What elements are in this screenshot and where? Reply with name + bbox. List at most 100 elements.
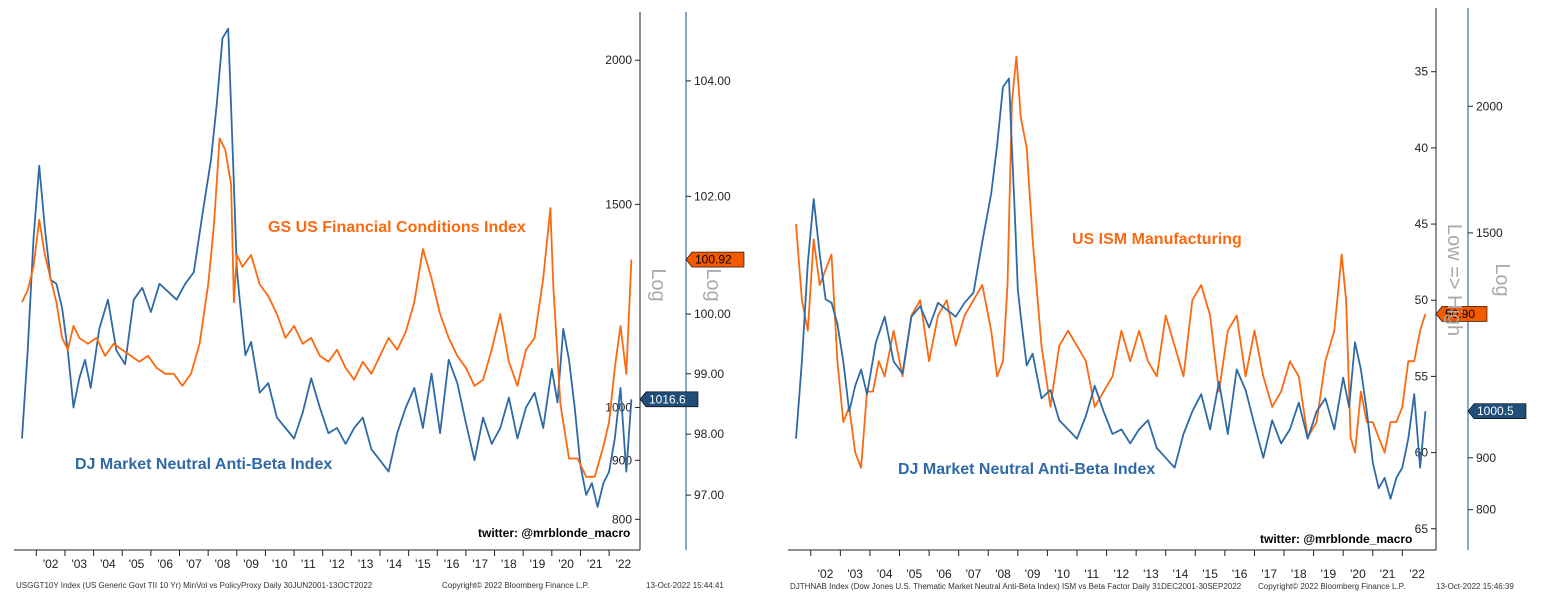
right-chart-panel: '02 '03 '04 '05 '06 '07 '08 '09 '10 '11 '12 '13 '14 '… [788,8,1527,591]
x-tick-label: '08 [995,567,1011,581]
series-line-us-ism-manufacturing [795,55,1427,469]
x-tick-label: '08 [215,557,231,571]
x-tick-label: '06 [157,557,173,571]
x-tick-label: '14 [1173,567,1189,581]
left-annotation-anti-beta: DJ Market Neutral Anti-Beta Index [75,456,332,473]
x-tick-label: '04 [100,557,116,571]
last-value-tag [1435,306,1488,322]
x-tick-label: '07 [966,567,982,581]
x-tick-label: '13 [358,557,374,571]
x-tick-label: '17 [472,557,488,571]
x-tick-label: '18 [1291,567,1307,581]
x-tick-label: '11 [301,557,316,571]
left-footer-source: USGGT10Y Index (US Generic Govt TII 10 Y… [16,581,373,590]
last-value-label: 50.90 [1445,307,1475,321]
x-tick-label: '05 [906,567,922,581]
primary-tick-label: 65 [1415,522,1429,536]
x-tick-label: '16 [444,557,460,571]
secondary-tick-label: 100.00 [694,307,731,321]
right-credit: twitter: @mrblonde_macro [1260,532,1412,546]
right-footer-copyright: Copyright© 2022 Bloomberg Finance L.P. [1258,582,1405,591]
right-secondary-axis-ticks: 2000 1500 900 800 [1468,99,1503,517]
last-value-label: 1000.5 [1477,404,1514,418]
secondary-tick-label: 102.00 [694,189,731,203]
x-tick-label: '20 [1350,567,1366,581]
primary-tick-label: 45 [1415,217,1429,231]
x-tick-label: '19 [1321,567,1337,581]
x-tick-label: '12 [329,557,345,571]
x-tick-label: '10 [272,557,288,571]
x-tick-label: '05 [129,557,145,571]
primary-tick-label: 800 [612,512,632,526]
secondary-tick-label: 97.00 [694,488,724,502]
x-tick-label: '03 [71,557,87,571]
x-tick-label: '22 [1409,567,1425,581]
left-log-label-1: Log [647,268,669,301]
x-tick-label: '15 [1202,567,1218,581]
primary-tick-label: 900 [612,453,632,467]
left-x-ticks: '02 '03 '04 '05 '06 '07 '08 '09 '10 '11 '12 '13 '14 '… [35,550,632,571]
left-last-value-tags: 1016.6 100.92 [639,251,745,408]
right-log-label: Log [1491,263,1513,296]
right-inverted-label: Low => High [1443,224,1465,336]
x-tick-label: '10 [1054,567,1070,581]
last-value-tag [1467,403,1527,420]
right-x-ticks: '02 '03 '04 '05 '06 '07 '08 '09 '10 '11 '12 '13 '14 '… [810,550,1425,581]
right-series-lines [795,55,1427,500]
x-tick-label: '15 [415,557,431,571]
secondary-tick-label: 99.00 [694,367,724,381]
x-tick-label: '14 [386,557,402,571]
last-value-label: 100.92 [695,253,732,267]
x-tick-label: '21 [1380,567,1396,581]
x-tick-label: '03 [847,567,863,581]
x-tick-label: '16 [1232,567,1248,581]
last-value-tag [685,251,745,268]
x-tick-label: '06 [936,567,952,581]
left-footer-timestamp: 13-Oct-2022 15:44:41 [646,581,724,590]
series-line-gs-us-financial-conditions-index [21,137,633,478]
primary-tick-label: 50 [1415,293,1429,307]
x-tick-label: '07 [186,557,202,571]
secondary-tick-label: 900 [1476,451,1496,465]
x-tick-label: '22 [616,557,632,571]
primary-tick-label: 35 [1415,65,1429,79]
right-annotation-ism: US ISM Manufacturing [1072,231,1242,248]
x-tick-label: '09 [1025,567,1041,581]
left-series-lines [21,27,633,508]
primary-tick-label: 1500 [605,197,632,211]
right-footer-timestamp: 13-Oct-2022 15:46:39 [1436,582,1514,591]
x-tick-label: '09 [243,557,259,571]
secondary-tick-label: 104.00 [694,74,731,88]
secondary-tick-label: 2000 [1476,99,1503,113]
primary-tick-label: 2000 [605,53,632,67]
x-tick-label: '17 [1261,567,1277,581]
left-footer-copyright: Copyright© 2022 Bloomberg Finance L.P. [442,581,589,590]
left-secondary-axis-ticks: 104.00 102.00 100.00 99.00 98.00 97.00 [686,74,731,502]
series-line-dj-market-neutral-anti-beta-index [795,77,1427,500]
left-credit: twitter: @mrblonde_macro [478,526,630,540]
left-chart-panel: '02 '03 '04 '05 '06 '07 '08 '09 '10 '11 '12 '13 '14 '… [14,12,745,590]
secondary-tick-label: 800 [1476,503,1496,517]
series-line-dj-market-neutral-anti-beta-index [21,27,633,508]
primary-tick-label: 40 [1415,141,1429,155]
x-tick-label: '02 [818,567,834,581]
x-tick-label: '20 [558,557,574,571]
right-footer-source: DJTHNAB Index (Dow Jones U.S. Thematic M… [790,582,1242,591]
last-value-label: 1016.6 [649,392,686,406]
x-tick-label: '18 [501,557,517,571]
x-tick-label: '21 [587,557,603,571]
x-tick-label: '02 [43,557,59,571]
x-tick-label: '04 [877,567,893,581]
primary-tick-label: 55 [1415,369,1429,383]
secondary-tick-label: 98.00 [694,427,724,441]
x-tick-label: '13 [1143,567,1159,581]
left-log-label-2: Log [702,268,724,301]
last-value-tag [639,391,699,408]
right-last-value-tags: 50.90 1000.5 [1435,306,1527,420]
secondary-tick-label: 1500 [1476,226,1503,240]
x-tick-label: '12 [1114,567,1130,581]
